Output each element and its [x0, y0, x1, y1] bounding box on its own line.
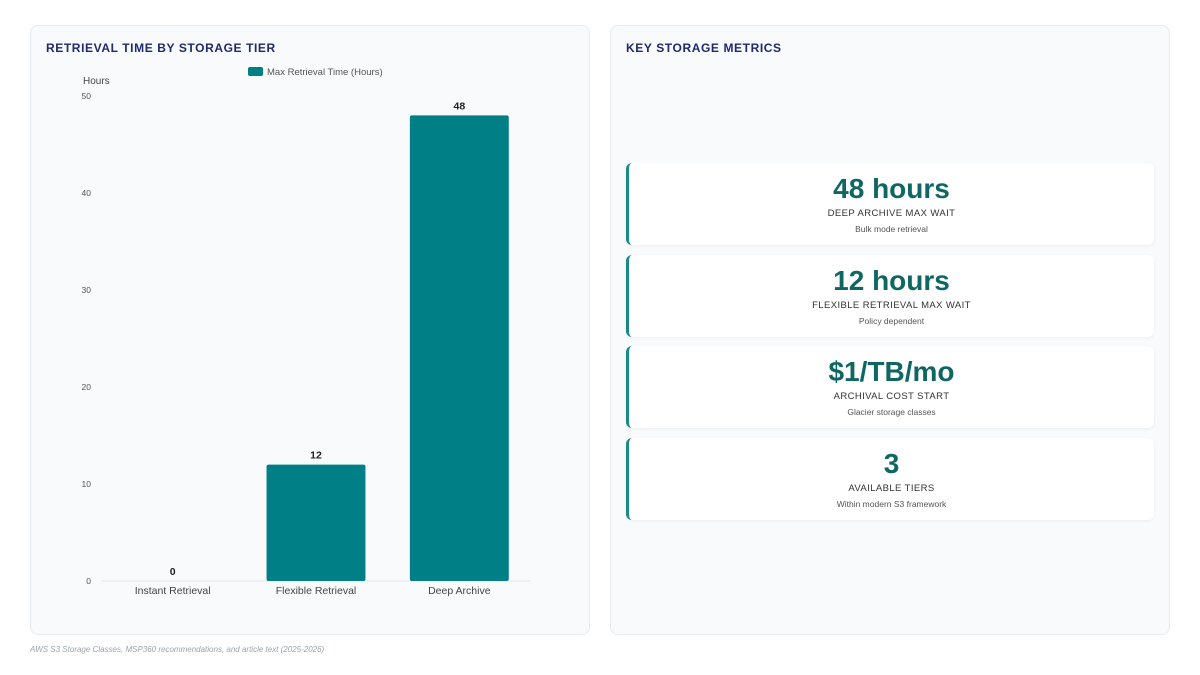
x-tick-label: Flexible Retrieval [276, 585, 357, 597]
chart-legend: Max Retrieval Time (Hours) [248, 67, 383, 78]
metrics-title: KEY STORAGE METRICS [626, 41, 782, 55]
bar [266, 464, 366, 581]
metric-value: 3 [883, 448, 900, 479]
metric-card-archival-cost: $1/TB/mo ARCHIVAL COST START Glacier sto… [626, 346, 1154, 428]
bars-group: 0 12 48 [170, 100, 509, 582]
bar-value-label: 0 [170, 566, 176, 578]
bar [409, 115, 509, 582]
y-tick-label: 40 [82, 188, 92, 198]
y-tick-label: 10 [82, 479, 92, 489]
metric-subtext: Within modern S3 framework [836, 499, 947, 509]
legend-swatch [248, 67, 263, 76]
y-axis-title: Hours [83, 76, 110, 87]
source-note: AWS S3 Storage Classes, MSP360 recommend… [30, 645, 325, 654]
metric-label: DEEP ARCHIVE MAX WAIT [827, 208, 956, 219]
metric-card-flexible-retrieval: 12 hours FLEXIBLE RETRIEVAL MAX WAIT Pol… [626, 255, 1154, 337]
x-tick-label: Instant Retrieval [135, 585, 211, 597]
chart-panel: RETRIEVAL TIME BY STORAGE TIER Max Retri… [30, 25, 590, 635]
metric-subtext: Bulk mode retrieval [855, 224, 928, 234]
y-tick-label: 0 [86, 576, 91, 586]
metric-subtext: Policy dependent [858, 316, 925, 326]
metric-value: 48 hours [833, 173, 950, 204]
metric-subtext: Glacier storage classes [847, 407, 936, 417]
y-tick-label: 20 [82, 382, 92, 392]
y-tick-label: 30 [82, 285, 92, 295]
metric-value: $1/TB/mo [828, 356, 955, 387]
metric-label: AVAILABLE TIERS [848, 483, 935, 494]
chart-title: RETRIEVAL TIME BY STORAGE TIER [46, 41, 276, 55]
metric-label: ARCHIVAL COST START [833, 391, 950, 402]
metric-card-available-tiers: 3 AVAILABLE TIERS Within modern S3 frame… [626, 438, 1154, 520]
legend-label: Max Retrieval Time (Hours) [267, 67, 383, 78]
bar-value-label: 48 [453, 100, 465, 112]
bar-value-label: 12 [310, 450, 322, 462]
x-axis: Instant Retrieval Flexible Retrieval Deep … [135, 585, 491, 597]
metric-card-deep-archive: 48 hours DEEP ARCHIVE MAX WAIT Bulk mode… [626, 163, 1154, 245]
y-tick-label: 50 [82, 91, 92, 101]
x-tick-label: Deep Archive [428, 585, 491, 597]
bar-chart: Max Retrieval Time (Hours) Hours 0 10 20 30 4… [82, 67, 531, 597]
metrics-panel: KEY STORAGE METRICS 48 hours DEEP ARCHIV… [610, 25, 1170, 635]
metric-label: FLEXIBLE RETRIEVAL MAX WAIT [812, 300, 971, 311]
metric-value: 12 hours [833, 265, 950, 296]
